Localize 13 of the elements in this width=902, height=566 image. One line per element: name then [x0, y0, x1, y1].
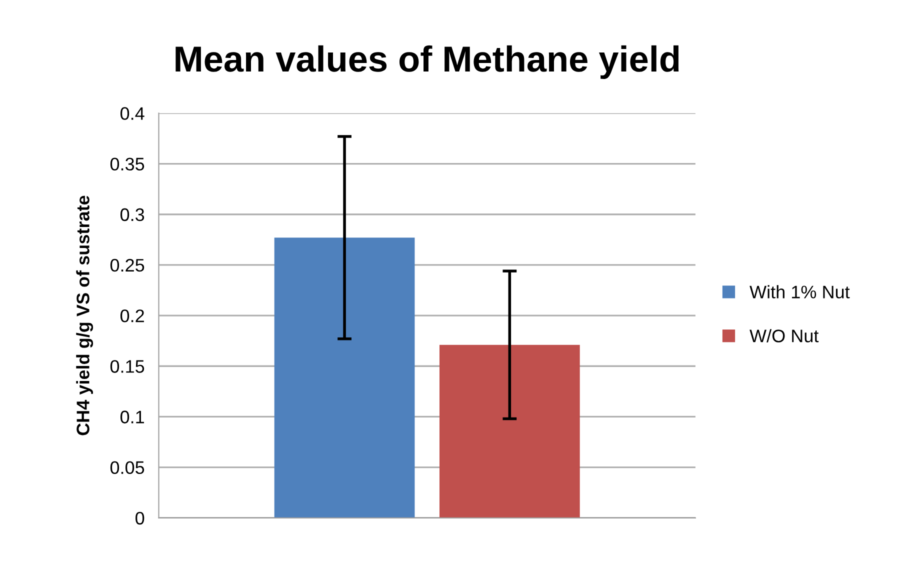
legend-label: With 1% Nut	[750, 285, 850, 298]
chart-title: Mean values of Methane yield	[176, 45, 679, 80]
y-tick-label: 0.35	[110, 158, 144, 171]
y-tick-label: 0.3	[120, 208, 144, 222]
y-axis-title: CH4 yield g/g VS of sustrate	[76, 196, 94, 436]
y-tick-label: 0	[136, 512, 144, 525]
y-tick-label: 0.15	[110, 360, 144, 373]
y-tick-label: 0.2	[120, 309, 144, 322]
y-tick-label: 0.05	[110, 461, 144, 474]
y-tick-label: 0.25	[110, 258, 144, 272]
y-tick-label: 0.1	[120, 410, 144, 424]
legend-label: W/O Nut	[750, 329, 819, 342]
y-tick-label: 0.4	[120, 107, 144, 120]
